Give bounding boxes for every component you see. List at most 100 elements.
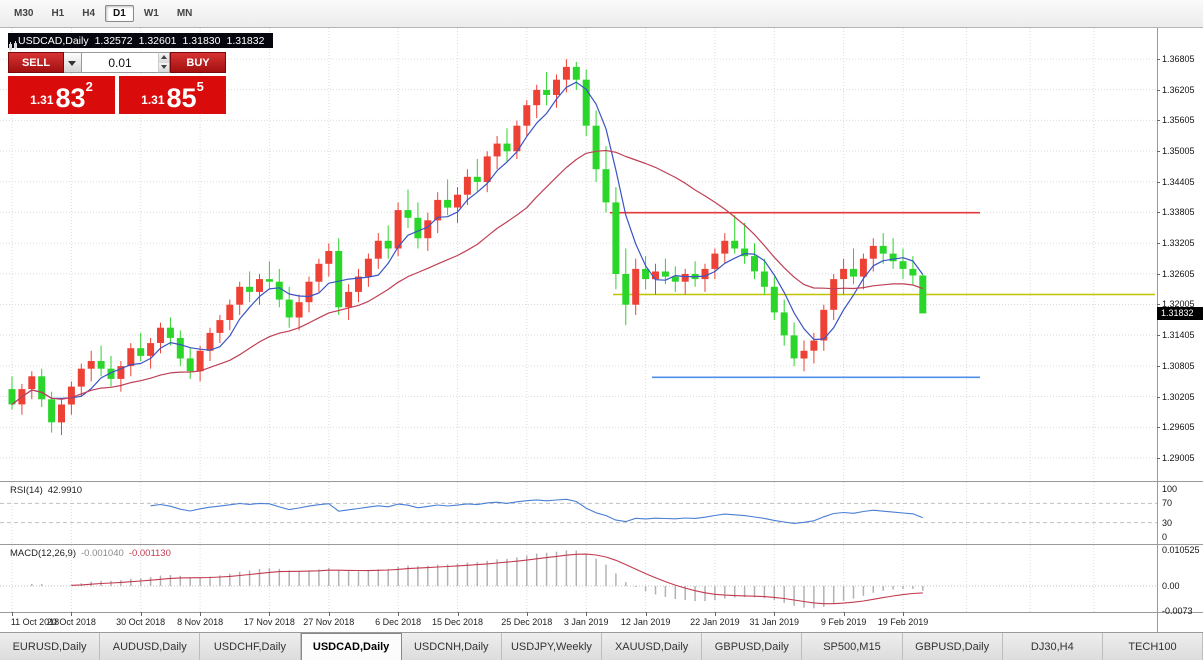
- chart-symbol-period: USDCAD,Daily: [18, 34, 89, 47]
- price-scale-tick: [1157, 335, 1160, 337]
- macd-scale-label: 0.010525: [1162, 545, 1200, 555]
- buy-price-pip: 5: [196, 79, 204, 94]
- ohlc-low: 1.31830: [182, 34, 221, 47]
- timeframe-button-m30[interactable]: M30: [14, 8, 34, 19]
- price-scale-label: 1.30805: [1162, 360, 1195, 371]
- price-scale-tick: [1157, 457, 1160, 459]
- price-scale-label: 1.32605: [1162, 268, 1195, 279]
- ohlc-high: 1.32601: [138, 34, 177, 47]
- chart-tab-audusd-daily[interactable]: AUDUSD,Daily: [100, 633, 201, 660]
- chart-tab-xauusd-daily[interactable]: XAUUSD,Daily: [602, 633, 703, 660]
- volume-increase-button[interactable]: [159, 53, 169, 63]
- price-scale-label: 1.31405: [1162, 330, 1195, 341]
- ohlc-open: 1.32572: [94, 34, 133, 47]
- macd-main-value: -0.001040: [81, 548, 124, 559]
- rsi-scale-label: 30: [1162, 517, 1173, 528]
- timeframe-button-w1[interactable]: W1: [143, 8, 159, 19]
- chart-tab-sp500-m15[interactable]: SP500,M15: [802, 633, 903, 660]
- rsi-value: 42.9910: [47, 485, 83, 496]
- price-scale-label: 1.36805: [1162, 53, 1195, 64]
- pane-divider[interactable]: [0, 544, 1203, 545]
- sell-price-pip: 2: [85, 79, 93, 94]
- chart-tab-dj30-h4[interactable]: DJ30,H4: [1002, 633, 1103, 660]
- macd-scale-label: 0.00: [1162, 581, 1180, 592]
- timeframe-button-h1[interactable]: H1: [51, 8, 65, 19]
- price-scale-tick: [1157, 273, 1160, 275]
- date-axis-label: 19 Feb 2019: [877, 617, 929, 627]
- price-scale[interactable]: 1.36805 1.36205 1.35605 1.35005 1.34405 1.338…: [1157, 0, 1203, 660]
- volume-dropdown-button[interactable]: [64, 52, 82, 73]
- price-scale-tick: [1157, 212, 1160, 214]
- sell-price-display[interactable]: 1.31 83 2: [8, 76, 115, 114]
- price-scale-tick: [1157, 396, 1160, 398]
- date-axis-label: 27 Nov 2018: [303, 617, 355, 627]
- volume-spinner: [158, 52, 170, 73]
- volume-input[interactable]: [82, 52, 158, 73]
- date-axis-tick: [71, 612, 73, 616]
- macd-signal-value: -0.001130: [128, 548, 171, 559]
- date-axis-tick: [328, 612, 330, 616]
- price-chart-pane[interactable]: [0, 28, 1157, 481]
- trade-controls-row: SELL BUY: [8, 52, 226, 73]
- price-scale-tick: [1157, 89, 1160, 91]
- date-axis-tick: [200, 612, 202, 616]
- volume-decrease-button[interactable]: [159, 62, 169, 72]
- rsi-name: RSI(14): [10, 485, 43, 496]
- date-axis-tick: [140, 612, 142, 616]
- chart-tab-usdjpy-weekly[interactable]: USDJPY,Weekly: [501, 633, 603, 660]
- trade-prices-row: 1.31 83 2 1.31 85 5: [8, 76, 226, 114]
- chart-tab-usdcnh-daily[interactable]: USDCNH,Daily: [401, 633, 502, 660]
- date-axis-tick: [903, 612, 904, 616]
- buy-button[interactable]: BUY: [170, 52, 226, 73]
- chart-ohlc-header: USDCAD,Daily 1.32572 1.32601 1.31830 1.3…: [8, 33, 274, 52]
- price-scale-tick: [1157, 120, 1160, 122]
- timeframe-button-d1[interactable]: D1: [105, 5, 134, 22]
- date-axis-label: 22 Jan 2019: [690, 617, 740, 627]
- pane-divider[interactable]: [0, 481, 1203, 482]
- macd-name: MACD(12,26,9): [10, 548, 76, 559]
- date-axis-tick: [586, 612, 588, 616]
- price-scale-label: 1.34405: [1162, 176, 1195, 187]
- axis-divider: [0, 612, 1203, 613]
- chart-tab-usdchf-daily[interactable]: USDCHF,Daily: [200, 633, 301, 660]
- date-axis-label: 25 Dec 2018: [501, 617, 553, 627]
- date-axis-tick: [774, 612, 776, 616]
- rsi-pane[interactable]: [0, 482, 1157, 544]
- price-scale-tick: [1157, 181, 1160, 183]
- date-axis-label: 3 Jan 2019: [563, 617, 609, 627]
- ohlc-close: 1.31832: [226, 34, 265, 47]
- buy-price-display[interactable]: 1.31 85 5: [119, 76, 226, 114]
- chart-tab-usdcad-daily[interactable]: USDCAD,Daily: [300, 633, 402, 660]
- date-axis-label: 15 Dec 2018: [431, 617, 484, 627]
- price-scale-tick: [1157, 58, 1160, 60]
- timeframe-toolbar: M30 H1 H4 D1 W1 MN: [0, 0, 1203, 28]
- macd-indicator-label: MACD(12,26,9) -0.001040 -0.001130: [10, 548, 171, 559]
- chart-tab-gbpusd-daily[interactable]: GBPUSD,Daily: [702, 633, 803, 660]
- chart-tab-eurusd-daily[interactable]: EURUSD,Daily: [0, 633, 101, 660]
- chart-tab-tech100[interactable]: TECH100: [1102, 633, 1203, 660]
- macd-scale-label: -0.0073: [1162, 606, 1193, 616]
- price-scale-separator: [1157, 28, 1158, 632]
- chart-tab-gbpusd-daily[interactable]: GBPUSD,Daily: [902, 633, 1003, 660]
- buy-price-main: 85: [166, 83, 197, 114]
- price-scale-label: 1.35005: [1162, 146, 1195, 157]
- timeframe-button-mn[interactable]: MN: [176, 8, 193, 19]
- date-axis-label: 20 Oct 2018: [46, 617, 96, 627]
- chevron-down-icon: [68, 61, 76, 66]
- date-axis-label: 9 Feb 2019: [820, 617, 867, 627]
- date-axis-label: 30 Oct 2018: [116, 617, 166, 627]
- date-axis-tick: [398, 612, 400, 616]
- date-axis-label: 12 Jan 2019: [620, 617, 671, 627]
- price-scale-tick: [1157, 243, 1160, 245]
- macd-pane[interactable]: [0, 545, 1157, 612]
- price-scale-label: 1.33205: [1162, 238, 1195, 249]
- timeframe-button-h4[interactable]: H4: [82, 8, 96, 19]
- sell-button[interactable]: SELL: [8, 52, 64, 73]
- date-axis-tick: [457, 612, 459, 616]
- date-axis-tick: [714, 612, 716, 616]
- sell-price-prefix: 1.31: [30, 93, 54, 107]
- rsi-scale-label: 0: [1162, 532, 1168, 542]
- chart-background: [0, 28, 1203, 632]
- price-scale-tick: [1157, 365, 1160, 367]
